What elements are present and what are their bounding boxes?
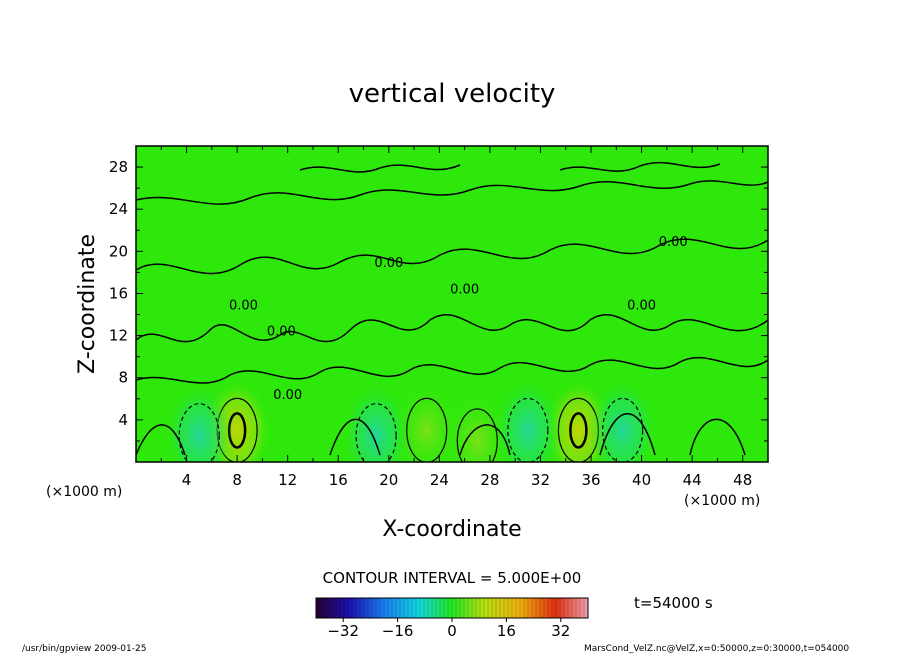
colorbar-tick-label: 16 xyxy=(497,622,516,640)
colorbar-tick-label: −32 xyxy=(327,622,359,640)
feature-contour-outer xyxy=(602,397,644,462)
x-axis-ticks: 4 8 12 16 20 24 28 32 36 40 44 48 xyxy=(160,146,752,489)
contour-interval-text: CONTOUR INTERVAL = 5.000E+00 xyxy=(323,569,582,587)
x-tick-label: 32 xyxy=(531,471,550,489)
x-tick-label: 20 xyxy=(379,471,398,489)
x-tick-label: 36 xyxy=(581,471,600,489)
x-tick-label: 28 xyxy=(480,471,499,489)
feature-contour-inner xyxy=(569,412,588,449)
x-unit-label-right: (×1000 m) xyxy=(684,493,760,509)
y-axis-ticks: 4 8 12 16 20 24 28 xyxy=(109,158,768,442)
contour-label: 0.00 xyxy=(267,325,296,340)
x-tick-label: 12 xyxy=(278,471,297,489)
y-tick-label: 4 xyxy=(118,411,128,429)
feature-contour-outer xyxy=(507,397,549,462)
x-axis-title: X-coordinate xyxy=(382,517,521,542)
colorbar-tick-label: 32 xyxy=(551,622,570,640)
field-feature-negative xyxy=(165,383,234,462)
field-feature-negative xyxy=(493,378,562,462)
feature-contour-outer xyxy=(355,403,397,462)
contour-label: 0.00 xyxy=(450,282,479,297)
field-feature-negative xyxy=(588,378,657,462)
footer-left: /usr/bin/gpview 2009-01-25 xyxy=(22,644,146,654)
field-feature-positive xyxy=(443,388,512,462)
chart-title: vertical velocity xyxy=(349,79,556,109)
time-label: t=54000 s xyxy=(634,594,713,612)
x-tick-label: 44 xyxy=(683,471,702,489)
x-tick-label: 8 xyxy=(232,471,242,489)
field-features xyxy=(165,378,657,462)
contour-label: 0.00 xyxy=(229,298,258,313)
contour-label: 0.00 xyxy=(659,235,688,250)
y-tick-label: 12 xyxy=(109,327,128,345)
y-tick-label: 8 xyxy=(118,369,128,387)
zero-contours xyxy=(136,161,768,456)
y-axis-title: Z-coordinate xyxy=(75,234,100,374)
x-tick-label: 16 xyxy=(329,471,348,489)
contour-label: 0.00 xyxy=(374,256,403,271)
x-tick-label: 48 xyxy=(733,471,752,489)
colorbar-ticks: −32 −16 0 16 32 xyxy=(327,618,570,640)
colorbar-stripes xyxy=(319,598,585,618)
contour-label: 0.00 xyxy=(273,388,302,403)
contour-labels: 0.00 0.00 0.00 0.00 0.00 0.00 0.00 xyxy=(229,235,688,403)
x-unit-label-left: (×1000 m) xyxy=(46,484,122,500)
y-tick-label: 20 xyxy=(109,242,128,260)
field-feature-negative xyxy=(342,383,411,462)
y-tick-label: 24 xyxy=(109,200,128,218)
contour-label: 0.00 xyxy=(627,298,656,313)
plot-frame xyxy=(135,145,769,463)
x-tick-label: 40 xyxy=(632,471,651,489)
footer-right: MarsCond_VelZ.nc@VelZ,x=0:50000,z=0:3000… xyxy=(584,644,849,654)
y-tick-label: 16 xyxy=(109,284,128,302)
colorbar-tick-label: −16 xyxy=(382,622,414,640)
y-tick-label: 28 xyxy=(109,158,128,176)
colorbar-tick-label: 0 xyxy=(447,622,457,640)
x-tick-label: 24 xyxy=(430,471,449,489)
x-tick-label: 4 xyxy=(182,471,192,489)
feature-contour-outer xyxy=(178,403,220,462)
